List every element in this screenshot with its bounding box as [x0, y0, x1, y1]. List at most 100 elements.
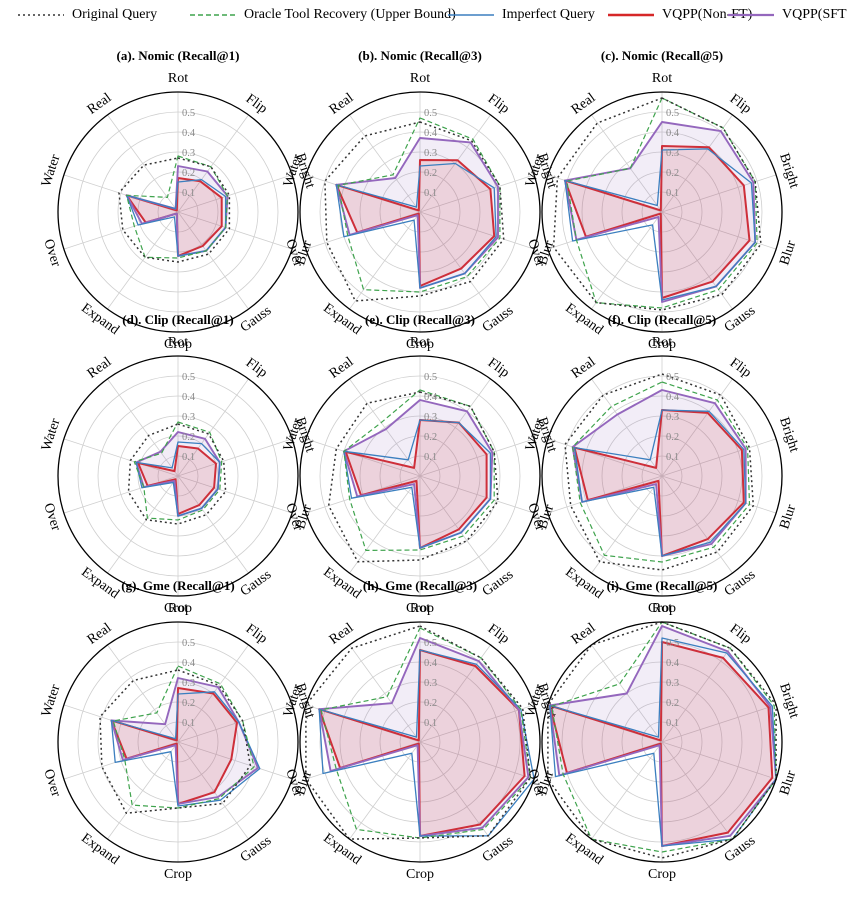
ring-label: 0.4: [666, 658, 680, 669]
grid-spoke: [661, 475, 777, 514]
grid-spoke: [349, 211, 421, 310]
radar-panel-3: 0.10.20.30.40.5RotFlipBrightBlurGaussCro…: [39, 312, 317, 616]
legend: Original Query Oracle Tool Recovery (Upp…: [0, 0, 847, 34]
grid-spoke: [661, 741, 733, 840]
axis-label-expand: Expand: [78, 831, 121, 868]
axis-label-rot: Rot: [652, 71, 672, 86]
axis-label-rot: Rot: [168, 335, 188, 350]
grid-spoke: [177, 114, 249, 213]
radar-panel-2: 0.10.20.30.40.5RotFlipBrightBlurGaussCro…: [523, 48, 801, 352]
axis-label-gauss: Gauss: [480, 833, 517, 865]
legend-line-sft: [728, 13, 774, 17]
ring-label: 0.1: [424, 188, 437, 199]
series-sft: [342, 399, 494, 549]
grid-spoke: [177, 174, 293, 213]
grid-spoke: [661, 644, 733, 743]
ring-label: 0.5: [424, 638, 437, 649]
axis-label-bright: Bright: [776, 151, 801, 190]
ring-label: 0.5: [666, 108, 679, 119]
series-oracle: [320, 627, 531, 839]
series-imperfect: [335, 162, 497, 289]
panel-title: (c). Nomic (Recall@5): [601, 48, 723, 63]
grid-spoke: [661, 211, 733, 310]
ring-label: 0.4: [182, 392, 196, 403]
axis-label-over: Over: [40, 501, 63, 533]
axis-label-blur: Blur: [777, 239, 799, 268]
legend-label-sft: VQPP(SFT): [782, 7, 847, 22]
outer-ring: [57, 91, 299, 333]
series-original: [127, 423, 227, 525]
outer-ring: [299, 355, 541, 597]
ring-label: 0.4: [182, 128, 196, 139]
radar-panel-0: 0.10.20.30.40.5RotFlipBrightBlurGaussCro…: [39, 48, 317, 352]
axis-label-crop: Crop: [164, 867, 192, 882]
series-oracle: [571, 381, 751, 563]
axis-label-water: Water: [39, 682, 64, 718]
ring-label: 0.2: [424, 168, 437, 179]
series-oracle: [343, 389, 495, 552]
grid-spoke: [177, 438, 293, 477]
ring-label: 0.4: [666, 392, 680, 403]
axis-label-gauss: Gauss: [722, 567, 759, 599]
grid-spoke: [107, 114, 179, 213]
ring-label: 0.4: [182, 658, 196, 669]
axis-label-crop: Crop: [648, 601, 676, 616]
grid-spoke: [177, 741, 249, 840]
ring-label: 0.1: [666, 718, 679, 729]
axis-label-gauss: Gauss: [722, 303, 759, 335]
grid-spoke: [349, 475, 421, 574]
grid-spoke: [349, 741, 421, 840]
axis-label-rot: Rot: [410, 601, 430, 616]
grid-spoke: [661, 475, 733, 574]
grid-spoke: [349, 114, 421, 213]
grid-spoke: [419, 704, 535, 743]
ring-label: 0.5: [182, 108, 195, 119]
ring-label: 0.5: [424, 372, 437, 383]
radar-panel-8: 0.10.20.30.40.5RotFlipBrightBlurGaussCro…: [523, 578, 801, 882]
axis-label-expand: Expand: [78, 565, 121, 602]
grid-spoke: [177, 475, 249, 574]
legend-line-imperfect: [448, 14, 494, 16]
series-oracle: [125, 155, 229, 259]
ring-label: 0.4: [424, 658, 438, 669]
series-original: [327, 391, 499, 563]
ring-label: 0.4: [424, 392, 438, 403]
series-original: [324, 121, 505, 302]
outer-ring: [57, 355, 299, 597]
grid-spoke: [419, 438, 535, 477]
grid-spoke: [419, 475, 535, 514]
axis-label-crop: Crop: [164, 601, 192, 616]
axis-label-crop: Crop: [164, 337, 192, 352]
radar-panel-5: 0.10.20.30.40.5RotFlipBrightBlurGaussCro…: [523, 312, 801, 616]
legend-label-nonft: VQPP(Non-FT): [662, 7, 753, 22]
grid-spoke: [177, 211, 293, 250]
axis-label-blur: Blur: [777, 503, 799, 532]
axis-label-expand: Expand: [320, 831, 363, 868]
panel-title: (i). Gme (Recall@5): [607, 578, 718, 593]
ring-label: 0.3: [182, 412, 195, 423]
ring-label: 0.1: [182, 188, 195, 199]
grid-spoke: [305, 438, 421, 477]
outer-ring: [299, 621, 541, 863]
series-sft: [548, 625, 778, 847]
axis-label-gauss: Gauss: [238, 303, 275, 335]
ring-label: 0.2: [666, 698, 679, 709]
ring-label: 0.3: [424, 148, 437, 159]
radar-panel-7: 0.10.20.30.40.5RotFlipBrightBlurGaussCro…: [281, 578, 559, 882]
axis-label-water: Water: [39, 416, 64, 452]
axis-label-gauss: Gauss: [238, 567, 275, 599]
ring-label: 0.3: [666, 678, 679, 689]
axis-label-expand: Expand: [562, 301, 605, 338]
panel-title: (g). Gme (Recall@1): [121, 578, 235, 593]
series-oracle: [551, 621, 777, 853]
ring-label: 0.2: [424, 432, 437, 443]
grid-spoke: [177, 378, 249, 477]
axis-label-rot: Rot: [410, 71, 430, 86]
grid-spoke: [419, 475, 491, 574]
grid-spoke: [661, 704, 777, 743]
axis-label-bright: Bright: [776, 415, 801, 454]
axis-label-rot: Rot: [652, 335, 672, 350]
grid-spoke: [419, 211, 535, 250]
outer-ring: [299, 91, 541, 333]
